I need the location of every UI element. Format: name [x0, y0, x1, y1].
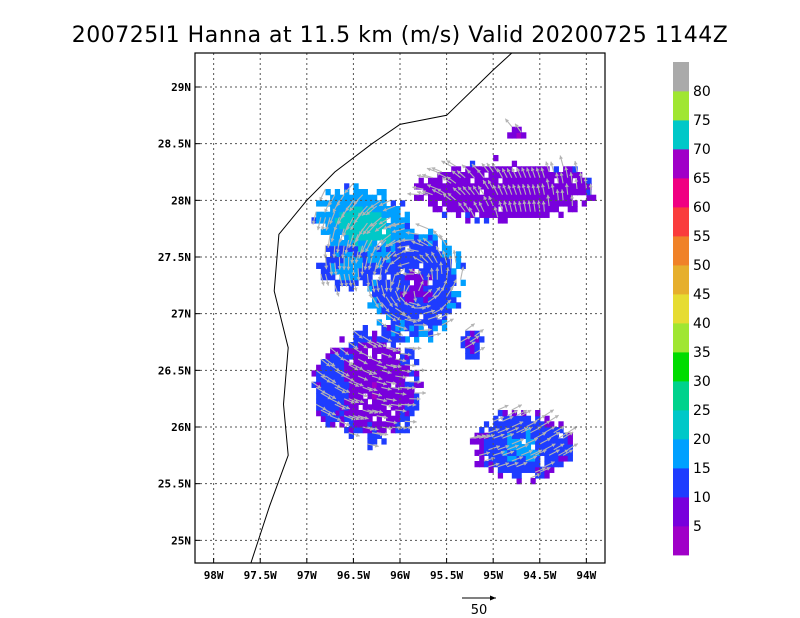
wind-vectors [311, 118, 593, 479]
colorbar-swatch [673, 120, 689, 150]
colorbar-label: 45 [693, 287, 711, 303]
colorbar-label: 15 [693, 461, 711, 477]
lon-tick-label: 94W [576, 569, 596, 582]
colorbar-swatch [673, 91, 689, 121]
colorbar-label: 30 [693, 374, 711, 390]
lat-tick-label: 25N [171, 534, 191, 547]
lon-tick-label: 96.5W [337, 569, 370, 582]
lon-tick-label: 95W [483, 569, 503, 582]
colorbar-swatch [673, 468, 689, 498]
map-panel: 98W 97.5W 97W 96.5W 96W 95.5W 95W 94.5W 94W 29N2… [158, 52, 606, 582]
lat-tick-label: 28N [171, 194, 191, 207]
colorbar-swatch [673, 381, 689, 411]
colorbar-label: 35 [693, 345, 711, 361]
colorbar-label: 80 [693, 84, 711, 100]
lat-tick-label: 27N [171, 308, 191, 321]
lon-tick-label: 94.5W [523, 569, 556, 582]
lon-tick-label: 97W [297, 569, 317, 582]
colorbar-label: 70 [693, 142, 711, 158]
map-frame [194, 52, 606, 564]
latitude-labels: 29N 28.5N 28N 27.5N 27N 26.5N 26N 25.5N 25N [158, 81, 191, 547]
colorbar-swatch [673, 207, 689, 237]
colorbar-label: 65 [693, 171, 711, 187]
colorbar-label: 5 [693, 519, 702, 535]
colorbar-swatch [673, 410, 689, 440]
colorbar-label: 40 [693, 316, 711, 332]
lat-tick-label: 26N [171, 421, 191, 434]
colorbar-swatch [673, 265, 689, 295]
colorbar-label: 20 [693, 432, 711, 448]
lon-tick-label: 97.5W [244, 569, 277, 582]
reference-vector: 50 [462, 595, 496, 618]
colorbar-swatch [673, 497, 689, 527]
colorbar-swatch [673, 178, 689, 208]
colorbar-label: 60 [693, 200, 711, 216]
colorbar-swatch [673, 439, 689, 469]
colorbar-label: 50 [693, 258, 711, 274]
colorbar-swatch [673, 526, 689, 556]
colorbar-label: 55 [693, 229, 711, 245]
lat-tick-label: 25.5N [158, 478, 191, 491]
colorbar-swatch [673, 323, 689, 353]
lat-tick-label: 28.5N [158, 138, 191, 151]
lon-tick-label: 95.5W [430, 569, 463, 582]
lat-tick-label: 26.5N [158, 364, 191, 377]
lat-lon-grid [195, 53, 605, 563]
lon-tick-label: 96W [390, 569, 410, 582]
coastline [250, 53, 513, 563]
colorbar-swatch [673, 352, 689, 382]
lat-tick-label: 27.5N [158, 251, 191, 264]
lat-tick-label: 29N [171, 81, 191, 94]
colorbar-swatch [673, 294, 689, 324]
longitude-labels: 98W 97.5W 97W 96.5W 96W 95.5W 95W 94.5W 94W [204, 569, 597, 582]
reference-vector-label: 50 [471, 603, 488, 618]
colorbar-label: 10 [693, 490, 711, 506]
colorbar-label: 25 [693, 403, 711, 419]
lon-tick-label: 98W [204, 569, 224, 582]
colorbar-swatch [673, 149, 689, 179]
reference-arrowhead-icon [490, 595, 496, 601]
colorbar: 5 10 15 20 25 30 35 40 45 50 55 60 65 70 75 80 [673, 62, 711, 556]
figure-title: 200725I1 Hanna at 11.5 km (m/s) Valid 20… [72, 23, 729, 48]
wind-field [311, 126, 597, 485]
colorbar-label: 75 [693, 113, 711, 129]
colorbar-swatch [673, 62, 689, 92]
colorbar-swatch [673, 236, 689, 266]
